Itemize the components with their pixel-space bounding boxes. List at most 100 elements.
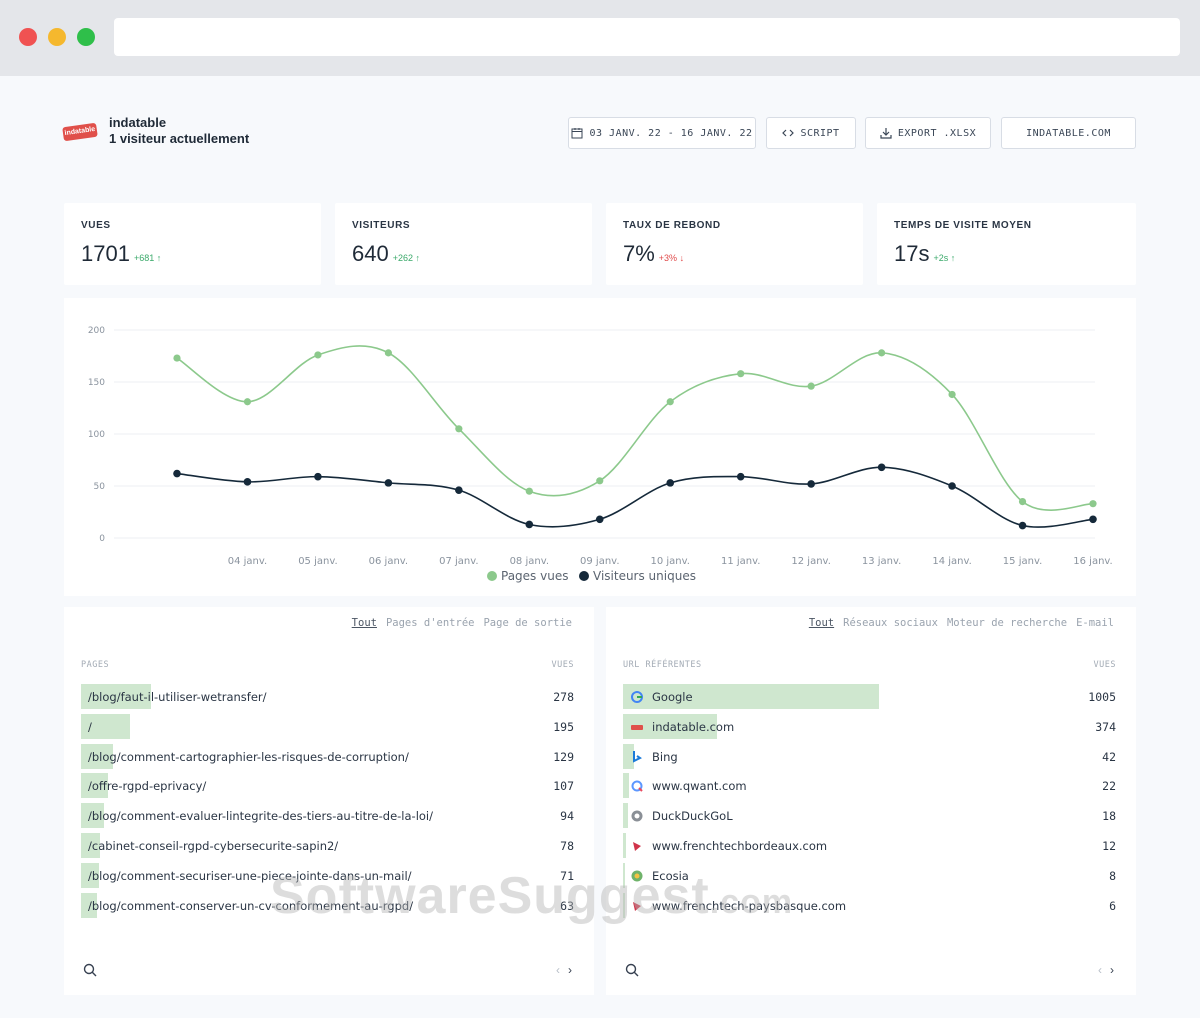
previous-page-button[interactable]: ‹ [1098, 963, 1102, 977]
row-value: 1005 [1088, 690, 1116, 704]
table-row[interactable]: /cabinet-conseil-rgpd-cybersecurite-sapi… [81, 833, 574, 858]
tab-tout[interactable]: Tout [351, 617, 377, 629]
google-icon [631, 691, 643, 703]
y-tick-label: 200 [88, 326, 105, 336]
kpi-value: 7% [623, 241, 655, 266]
kpi-card-avg-visit-time: TEMPS DE VISITE MOYEN 17s +2s ↑ [877, 203, 1136, 285]
tab-e-mail[interactable]: E-mail [1076, 617, 1114, 629]
search-icon[interactable] [83, 963, 97, 977]
table-row[interactable]: /blog/faut-il-utiliser-wetransfer/278 [81, 684, 574, 709]
row-label: Bing [630, 750, 678, 764]
minimize-window-button[interactable] [48, 28, 66, 46]
row-share-bar [623, 803, 628, 829]
table-row[interactable]: DuckDuckGoL 18 [623, 803, 1116, 829]
data-point [1089, 515, 1097, 524]
row-label: DuckDuckGoL [630, 809, 733, 823]
table-row[interactable]: /blog/comment-securiser-une-piece-jointe… [81, 862, 574, 888]
row-value: 18 [1102, 809, 1116, 824]
kpi-delta: +3% ↓ [658, 253, 685, 263]
tab-pages-d-entrée[interactable]: Pages d'entrée [385, 617, 475, 629]
table-row[interactable]: www.frenchtech-paysbasque.com 6 [623, 892, 1116, 918]
date-range-button[interactable]: 03 JANV. 22 - 16 JANV. 22 [568, 117, 756, 149]
table-row[interactable]: /blog/comment-cartographier-les-risques-… [81, 743, 574, 769]
table-row[interactable]: / 195 [81, 713, 574, 739]
row-label: /cabinet-conseil-rgpd-cybersecurite-sapi… [88, 839, 339, 853]
tab-moteur-de-recherche[interactable]: Moteur de recherche [946, 617, 1068, 629]
site-name: indatable [109, 115, 167, 130]
data-point [878, 349, 886, 357]
x-tick-label: 07 janv. [439, 556, 478, 567]
arrow-up-icon: ↑ [156, 253, 162, 263]
script-button[interactable]: SCRIPT [766, 117, 856, 149]
data-point [736, 472, 745, 481]
referrers-table-card: Tout Réseaux sociaux Moteur de recherche E-… [606, 607, 1136, 995]
legend-label: Pages vues [501, 569, 568, 583]
row-value: 8 [1109, 868, 1116, 883]
x-tick-label: 13 janv. [862, 556, 901, 567]
data-point [948, 390, 956, 399]
tab-réseaux-sociaux[interactable]: Réseaux sociaux [843, 617, 938, 629]
table-row[interactable]: Bing 42 [623, 743, 1116, 769]
date-range-label: 03 JANV. 22 - 16 JANV. 22 [589, 127, 753, 139]
arrow-up-icon: ↑ [950, 253, 956, 263]
row-share-bar [623, 743, 634, 769]
x-tick-label: 08 janv. [510, 556, 549, 567]
row-share-bar [81, 773, 108, 799]
table-row[interactable]: www.qwant.com 22 [623, 773, 1116, 799]
row-value: 107 [553, 779, 574, 794]
maximize-window-button[interactable] [77, 28, 95, 46]
x-tick-label: 10 janv. [650, 556, 689, 567]
row-value: 71 [560, 868, 574, 883]
pages-table-header: PAGES VUES [81, 660, 574, 670]
tab-page-de-sortie[interactable]: Page de sortie [483, 617, 572, 629]
next-page-button[interactable]: › [1110, 963, 1114, 977]
table-row[interactable]: Ecosia 8 [623, 862, 1116, 888]
address-bar[interactable] [114, 18, 1180, 56]
previous-page-button[interactable]: ‹ [556, 963, 560, 977]
site-link-button[interactable]: INDATABLE.COM [1001, 117, 1136, 149]
close-window-button[interactable] [19, 28, 37, 46]
row-label: /offre-rgpd-eprivacy/ [88, 779, 207, 794]
row-share-bar [623, 862, 626, 888]
row-share-bar [623, 833, 627, 858]
data-point [807, 480, 815, 488]
table-row[interactable]: Google 1005 [623, 684, 1116, 709]
table-row[interactable]: indatable.com 374 [623, 713, 1116, 739]
data-point [173, 354, 181, 362]
row-label: / [88, 719, 92, 734]
column-header-referrer-urls: URL RÉFÉRENTES [623, 660, 702, 670]
tab-tout[interactable]: Tout [808, 617, 835, 629]
site-link-label: INDATABLE.COM [1026, 127, 1111, 139]
row-label: /blog/comment-cartographier-les-risques-… [88, 749, 409, 764]
export-button[interactable]: EXPORT .XLSX [865, 117, 991, 149]
row-value: 12 [1102, 839, 1116, 853]
browser-chrome [0, 0, 1200, 76]
table-row[interactable]: /blog/comment-conserver-un-cv-conformeme… [81, 892, 574, 918]
legend-marker [579, 571, 589, 581]
x-tick-label: 09 janv. [580, 556, 619, 567]
table-row[interactable]: /offre-rgpd-eprivacy/107 [81, 773, 574, 799]
column-header-views: VUES [551, 660, 574, 670]
data-point [455, 486, 463, 494]
row-value: 42 [1102, 749, 1116, 764]
row-value: 22 [1102, 779, 1116, 794]
data-point [243, 398, 252, 406]
traffic-line-chart: 0 50 100 150 200 04 janv. 05 janv. 06 janv. 07 j… [88, 326, 1113, 583]
data-point [525, 487, 533, 495]
next-page-button[interactable]: › [568, 963, 572, 977]
legend-marker [487, 571, 497, 581]
arrow-up-icon: ↑ [415, 253, 421, 263]
code-icon [782, 129, 795, 137]
table-row[interactable]: /blog/comment-evaluer-lintegrite-des-tie… [81, 803, 574, 829]
referrers-pager: ‹ › [1098, 963, 1114, 977]
search-icon[interactable] [625, 963, 639, 977]
data-point [807, 382, 815, 390]
y-tick-label: 0 [99, 534, 105, 544]
table-row[interactable]: www.frenchtechbordeaux.com 12 [623, 833, 1116, 858]
kpi-value: 17s [894, 241, 930, 266]
data-point [737, 370, 745, 378]
data-point [1018, 521, 1027, 530]
x-tick-label: 12 janv. [791, 556, 830, 567]
data-point [173, 469, 181, 478]
arrow-down-icon: ↓ [679, 253, 685, 263]
